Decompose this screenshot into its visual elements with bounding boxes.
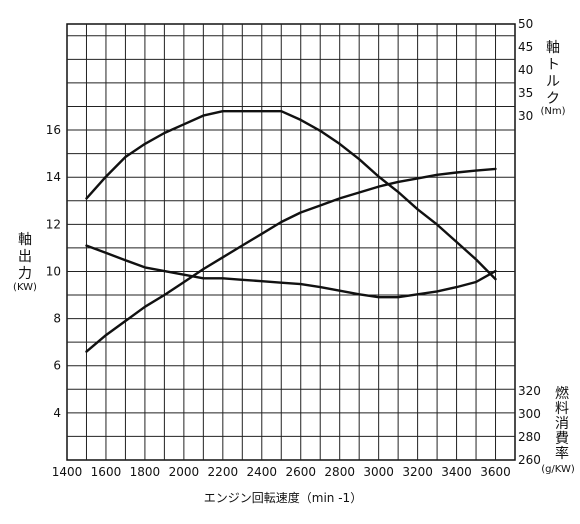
torque-tick-label: 45 bbox=[518, 40, 533, 54]
torque-tick-label: 30 bbox=[518, 109, 533, 123]
x-tick-label: 1600 bbox=[91, 465, 122, 479]
torque-axis-label-char: 軸 bbox=[546, 40, 560, 56]
torque-axis-label-char: ト bbox=[546, 57, 560, 73]
x-tick-label: 2200 bbox=[208, 465, 239, 479]
chart-grid bbox=[66, 23, 516, 461]
power-tick-label: 16 bbox=[46, 123, 61, 137]
x-tick-label: 3200 bbox=[402, 465, 433, 479]
power-axis-label-char: 出 bbox=[18, 249, 32, 265]
power-curve bbox=[85, 167, 497, 353]
power-unit: (KW) bbox=[13, 282, 37, 293]
plot-frame bbox=[66, 23, 516, 461]
power-tick-label: 12 bbox=[46, 217, 61, 231]
torque-curve bbox=[85, 110, 497, 281]
power-tick-label: 10 bbox=[46, 264, 61, 278]
torque-unit: (Nm) bbox=[540, 106, 565, 117]
x-axis-label: エンジン回転速度（min -1） bbox=[204, 490, 362, 505]
fuel-tick-label: 320 bbox=[518, 384, 541, 398]
fuel-tick-label: 260 bbox=[518, 453, 541, 467]
torque-axis-label-char: ル bbox=[546, 74, 560, 90]
fuel-axis-label-char: 費 bbox=[555, 431, 569, 447]
fuel-axis-label-char: 消 bbox=[555, 416, 569, 432]
power-tick-label: 6 bbox=[53, 359, 61, 373]
power-tick-label: 8 bbox=[53, 312, 61, 326]
x-tick-label: 2000 bbox=[169, 465, 200, 479]
power-axis-label-char: 力 bbox=[18, 266, 32, 282]
fuel-axis-label-char: 料 bbox=[555, 401, 569, 417]
x-tick-label: 2800 bbox=[324, 465, 355, 479]
x-tick-label: 3600 bbox=[480, 465, 511, 479]
chart-ticks: 1400 1600 1800 2000 2200 2400 2600 2800 3000 3200… bbox=[46, 17, 541, 479]
torque-tick-label: 35 bbox=[518, 86, 533, 100]
torque-tick-label: 40 bbox=[518, 63, 533, 77]
x-tick-label: 3000 bbox=[363, 465, 394, 479]
torque-tick-label: 50 bbox=[518, 17, 533, 31]
fuel-axis-label-char: 率 bbox=[555, 445, 569, 462]
x-tick-label: 1800 bbox=[130, 465, 161, 479]
torque-axis-label-char: ク bbox=[546, 91, 560, 107]
fuel-unit: (g/KW) bbox=[541, 464, 575, 475]
chart-curves bbox=[85, 110, 497, 353]
x-tick-label: 2400 bbox=[247, 465, 278, 479]
fuel-curve bbox=[85, 244, 497, 299]
power-axis-label-char: 軸 bbox=[18, 232, 32, 248]
power-tick-label: 14 bbox=[46, 170, 61, 184]
fuel-tick-label: 300 bbox=[518, 407, 541, 421]
x-tick-label: 3400 bbox=[441, 465, 472, 479]
fuel-axis-label-char: 燃 bbox=[555, 385, 569, 402]
x-tick-label: 1400 bbox=[52, 465, 83, 479]
x-tick-label: 2600 bbox=[285, 465, 316, 479]
fuel-tick-label: 280 bbox=[518, 430, 541, 444]
power-tick-label: 4 bbox=[53, 406, 61, 420]
